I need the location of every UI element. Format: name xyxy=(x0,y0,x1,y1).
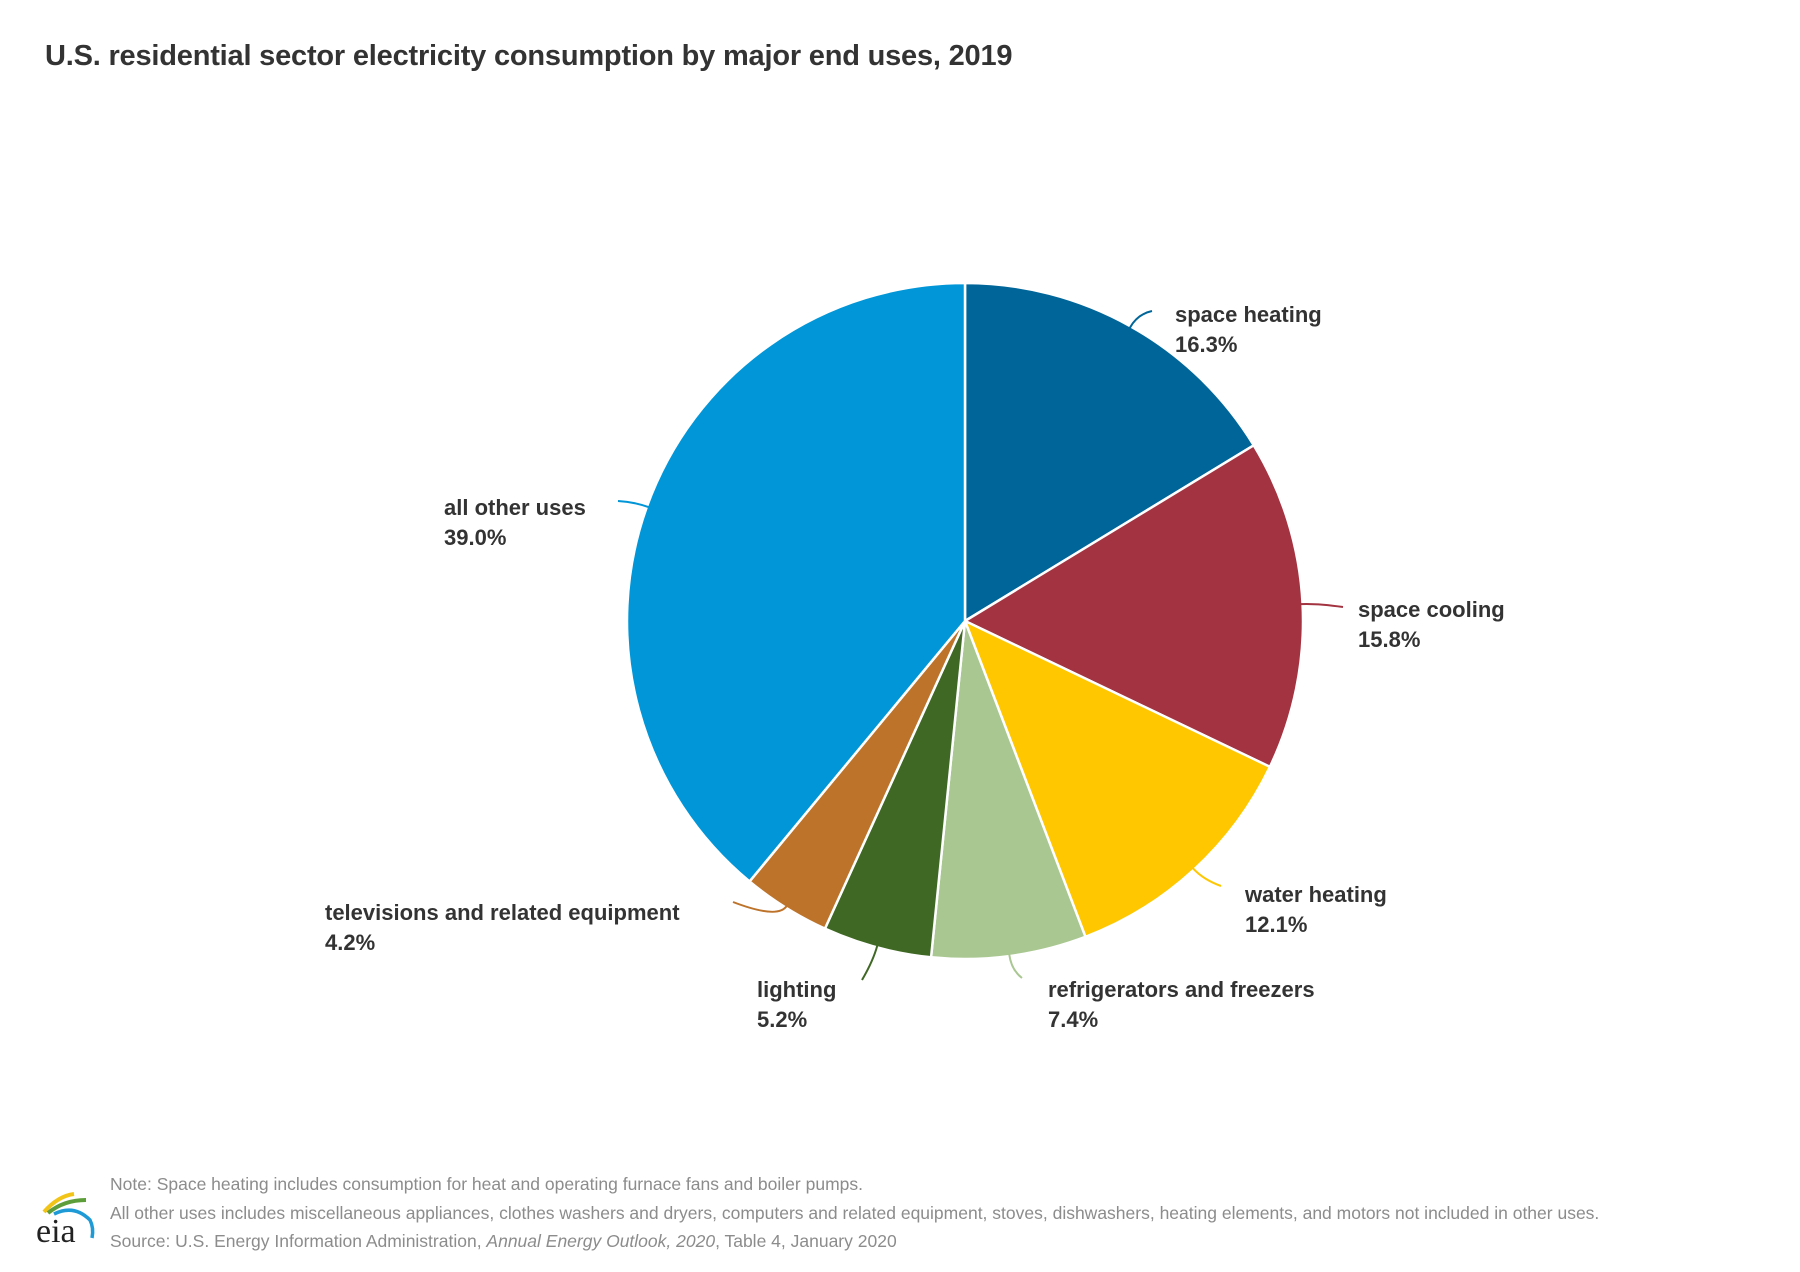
slice-value-lighting: 5.2% xyxy=(757,1007,807,1032)
footer-source: Source: U.S. Energy Information Administ… xyxy=(110,1227,1599,1256)
leader-line-televisions-and-related-equipment xyxy=(732,901,788,913)
slice-value-all-other-uses: 39.0% xyxy=(444,525,506,550)
slice-label-all-other-uses: all other uses xyxy=(444,495,586,520)
slice-value-space-cooling: 15.8% xyxy=(1358,627,1420,652)
leader-line-space-cooling xyxy=(1300,602,1344,608)
slice-label-televisions-and-related-equipment: televisions and related equipment xyxy=(325,900,680,925)
leader-line-refrigerators-and-freezers xyxy=(1008,953,1023,979)
leader-line-lighting xyxy=(861,945,879,981)
slice-value-water-heating: 12.1% xyxy=(1245,912,1307,937)
source-publication: Annual Energy Outlook, 2020 xyxy=(486,1231,716,1251)
slice-label-lighting: lighting xyxy=(757,977,836,1002)
slice-label-water-heating: water heating xyxy=(1244,882,1387,907)
leader-line-all-other-uses xyxy=(617,500,650,509)
slice-value-televisions-and-related-equipment: 4.2% xyxy=(325,930,375,955)
slice-label-refrigerators-and-freezers: refrigerators and freezers xyxy=(1048,977,1315,1002)
eia-logo-icon: eia xyxy=(36,1192,95,1250)
footer-notes: Note: Space heating includes consumption… xyxy=(110,1170,1599,1256)
slice-value-space-heating: 16.3% xyxy=(1175,332,1237,357)
leader-line-water-heating xyxy=(1191,867,1222,887)
chart-title: U.S. residential sector electricity cons… xyxy=(45,40,1013,72)
slice-label-space-heating: space heating xyxy=(1175,302,1322,327)
footer-note-space-heating: Note: Space heating includes consumption… xyxy=(110,1174,863,1194)
slice-value-refrigerators-and-freezers: 7.4% xyxy=(1048,1007,1098,1032)
footer-note-other-uses: All other uses includes miscellaneous ap… xyxy=(110,1202,1600,1223)
svg-text:eia: eia xyxy=(36,1213,76,1250)
leader-line-space-heating xyxy=(1128,310,1153,329)
source-prefix: Source: U.S. Energy Information Administ… xyxy=(110,1231,487,1251)
slice-label-space-cooling: space cooling xyxy=(1358,597,1505,622)
source-suffix: , Table 4, January 2020 xyxy=(715,1231,897,1251)
